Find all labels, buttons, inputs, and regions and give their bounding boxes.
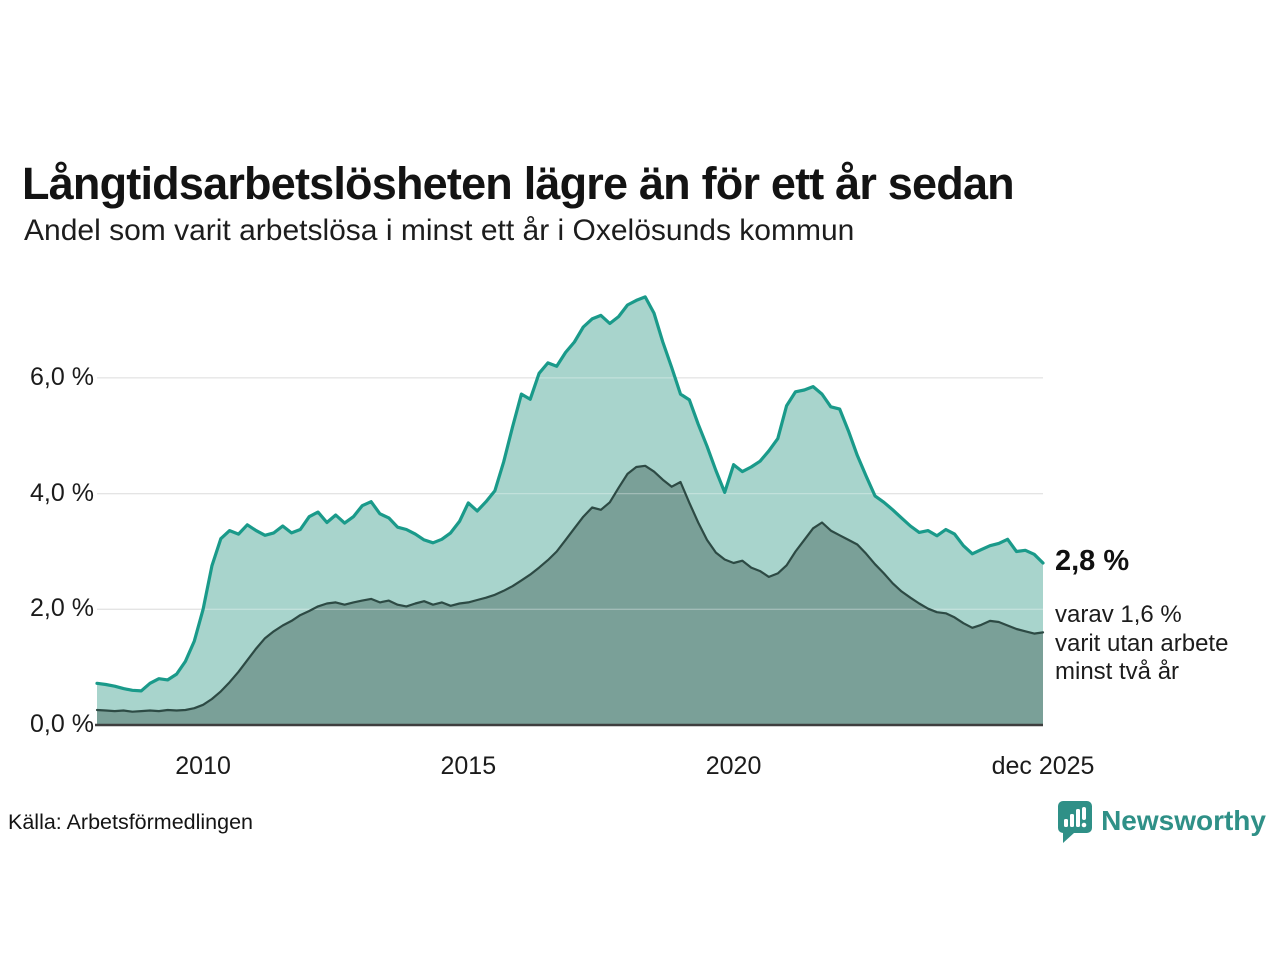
y-axis-tick: 6,0 % — [30, 362, 94, 391]
x-axis-tick: 2010 — [175, 752, 231, 780]
y-axis-tick: 4,0 % — [30, 478, 94, 507]
page-title: Långtidsarbetslösheten lägre än för ett … — [22, 158, 1015, 210]
series-end-annotation: varav 1,6 % varit utan arbete minst två … — [1055, 601, 1228, 687]
newsworthy-logo: Newsworthy — [1056, 800, 1266, 845]
page-subtitle: Andel som varit arbetslösa i minst ett å… — [24, 214, 855, 247]
series-end-value-label: 2,8 % — [1055, 545, 1130, 578]
area-two-plus-years — [97, 465, 1043, 725]
source-attribution: Källa: Arbetsförmedlingen — [8, 810, 254, 834]
newsworthy-bubble-chart-icon — [1058, 801, 1093, 843]
newsworthy-logo-text: Newsworthy — [1101, 805, 1266, 836]
y-axis-tick: 0,0 % — [30, 710, 94, 738]
line-total-long-term — [95, 295, 1045, 693]
y-axis-tick: 2,0 % — [30, 594, 94, 623]
annotation-line: varav 1,6 % — [1055, 601, 1182, 629]
annotation-line: minst två år — [1055, 658, 1180, 686]
x-axis-tick: 2015 — [440, 752, 497, 780]
annotation-line: varit utan arbete — [1055, 629, 1229, 657]
x-axis-tick: dec 2025 — [991, 752, 1095, 780]
line-two-plus-years — [95, 464, 1045, 713]
x-axis-tick: 2020 — [705, 752, 762, 780]
